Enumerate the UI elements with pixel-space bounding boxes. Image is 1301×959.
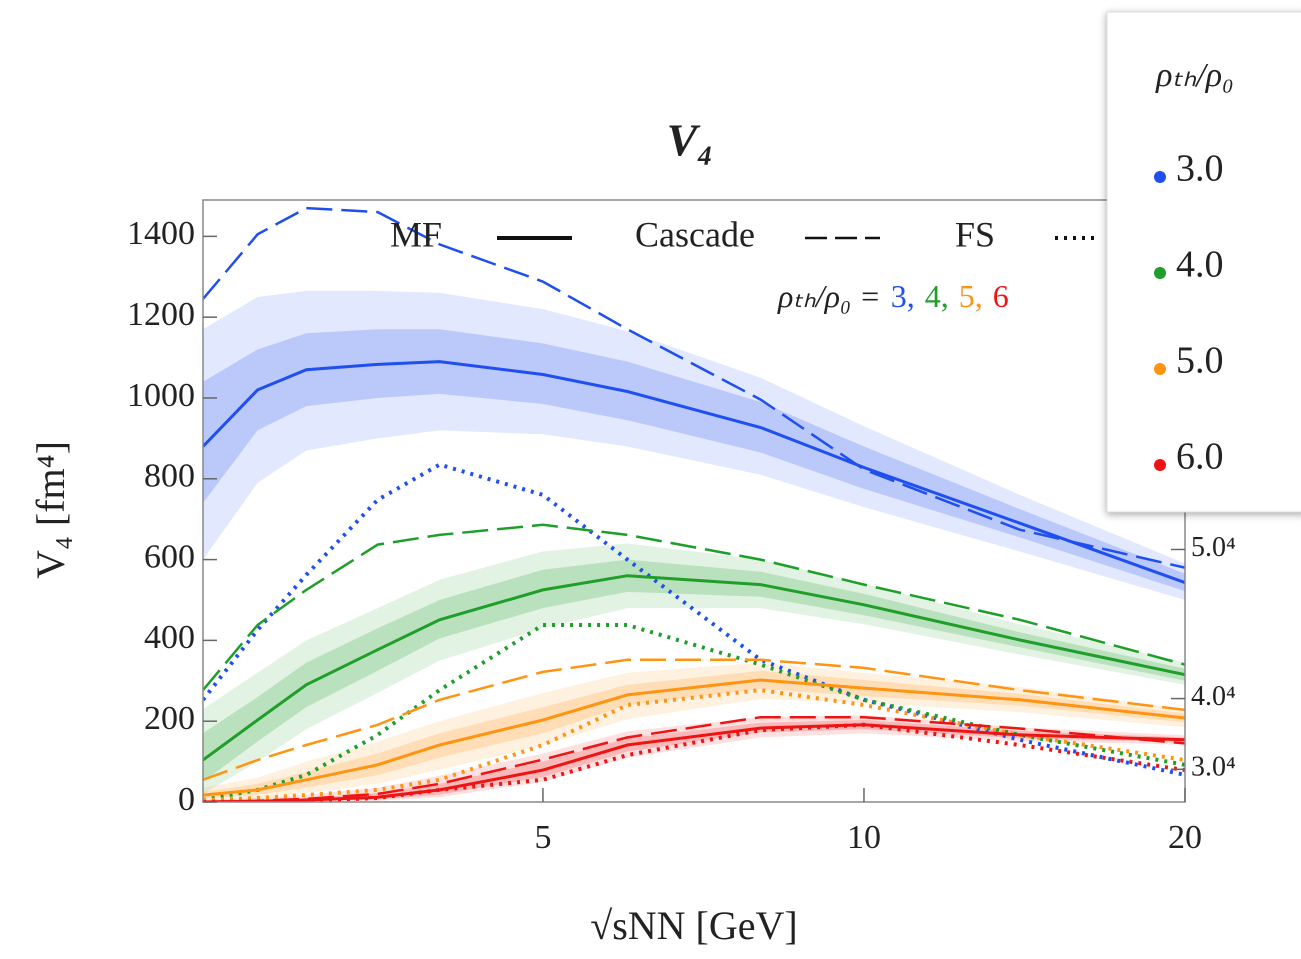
y-axis-label: V₄ [fm⁴] (28, 441, 73, 579)
y-tick-label: 1200 (127, 296, 195, 333)
style-legend-label: Cascade (635, 214, 755, 254)
style-legend-label: FS (955, 214, 995, 254)
cascade-line (203, 658, 1185, 781)
legend-marker (1154, 267, 1166, 279)
inner-band (203, 329, 1185, 592)
x-axis-label: √sNN [GeV] (590, 903, 797, 948)
legend-label: 6.0 (1176, 436, 1224, 478)
mf-line (203, 574, 1185, 762)
y-tick-label: 400 (144, 619, 195, 656)
legend-marker (1154, 363, 1166, 375)
fs-line (203, 722, 1185, 802)
y-tick-label: 800 (144, 458, 195, 495)
y-tick-label: 1000 (127, 377, 195, 414)
legend-marker (1154, 171, 1166, 183)
ratio-tag: 3, (891, 278, 915, 314)
ratio-tag: 4, (925, 278, 949, 314)
legend-marker (1154, 459, 1166, 471)
x-tick-label: 10 (847, 819, 881, 856)
ratio-tag: 5, (959, 278, 983, 314)
y-tick-label: 600 (144, 538, 195, 575)
cascade-line (203, 523, 1185, 691)
fs-line (203, 688, 1185, 802)
plot-area (203, 206, 1185, 802)
ratio-text: ρₜₕ/ρ₀ = (777, 278, 881, 314)
ratio-annotation: ρₜₕ/ρ₀ = 3, 4, 5, 6 (777, 278, 1009, 314)
cascade-line (203, 206, 1185, 569)
legend-box (1106, 11, 1301, 513)
y2-tick-label: 4.0⁴ (1191, 681, 1236, 712)
style-legend-label: MF (390, 214, 442, 254)
style-legend: MF Cascade FS ρₜₕ/ρ₀ = 3, 4, 5, 6 (390, 214, 1100, 314)
y2-tick-label: 5.0⁴ (1191, 532, 1236, 563)
outer-band (203, 290, 1185, 600)
outer-band (203, 662, 1185, 802)
chart-title: V₄ (667, 115, 714, 166)
cascade-line (203, 715, 1185, 802)
inner-band (203, 559, 1185, 782)
outer-band (203, 715, 1185, 802)
outer-band (203, 543, 1185, 794)
y-tick-label: 200 (144, 700, 195, 737)
x-tick-label: 20 (1168, 819, 1202, 856)
legend-entries: 3.0 4.0 5.0 6.0 (1154, 148, 1224, 478)
ratio-tag: 6 (993, 278, 1009, 314)
legend-label: 5.0 (1176, 340, 1224, 382)
inner-band (203, 670, 1185, 799)
legend-title: ρₜₕ/ρ₀ (1155, 57, 1234, 94)
x-tick-label: 5 (534, 819, 551, 856)
y2-tick-label: 3.0⁴ (1191, 752, 1236, 783)
legend-label: 3.0 (1176, 148, 1224, 190)
legend: ρₜₕ/ρ₀ 3.0 4.0 5.0 6.0 (1106, 11, 1301, 513)
axes: 0 200 400 600 800 1000 1200 1400 5 10 20 3.0⁴ 4.0⁴ 5.… (127, 215, 1236, 856)
y-tick-label: 0 (178, 781, 195, 818)
mf-line (203, 678, 1185, 797)
y-tick-label: 1400 (127, 215, 195, 252)
mf-line (203, 360, 1185, 585)
legend-label: 4.0 (1176, 244, 1224, 286)
